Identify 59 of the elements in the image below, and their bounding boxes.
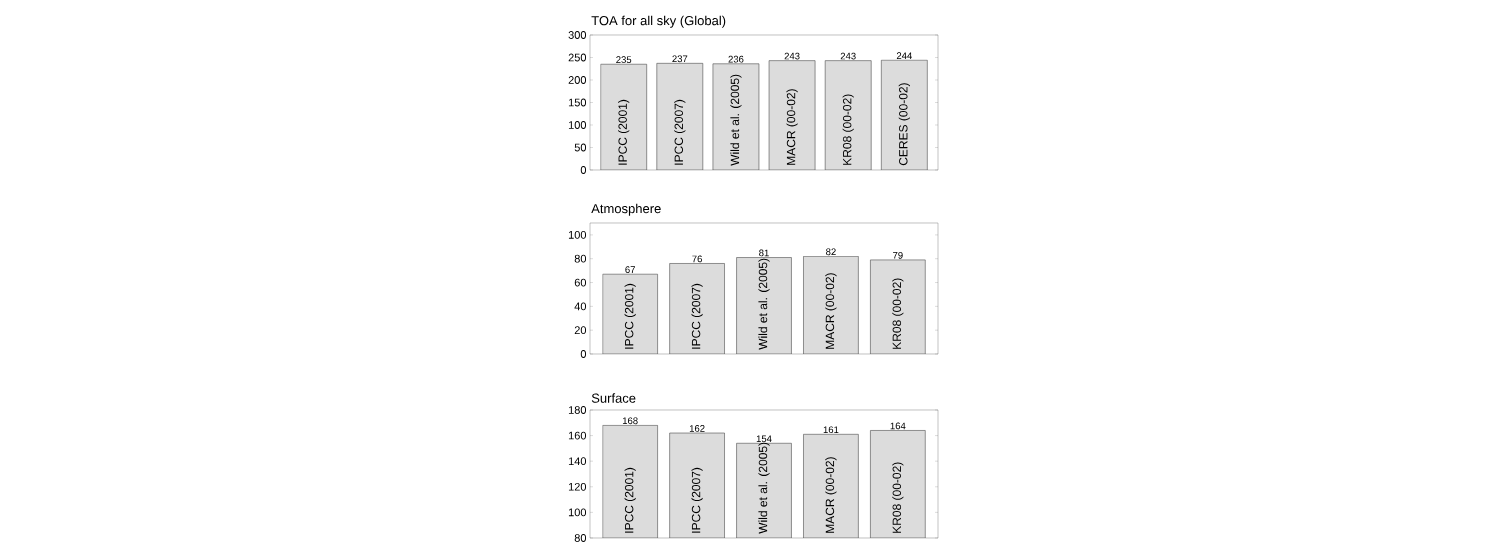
data-label: 244 <box>896 52 912 59</box>
x-tick-label: KR08 (00-02) <box>892 462 904 533</box>
y-tick-label: 100 <box>568 121 587 129</box>
y-tick-label: 80 <box>574 254 587 263</box>
y-tick-label: 120 <box>568 482 587 491</box>
x-tick-label: KR08 (00-02) <box>892 278 904 349</box>
y-tick-label: 50 <box>574 143 587 152</box>
data-label: 154 <box>756 435 772 443</box>
chart-title: TOA for all sky (Global) <box>591 15 726 28</box>
data-label: 162 <box>689 425 705 432</box>
x-tick-label: IPCC (2001) <box>618 99 630 165</box>
x-tick-label: MACR (00-02) <box>825 457 837 533</box>
x-tick-label: MACR (00-02) <box>825 273 837 349</box>
y-tick-label: 100 <box>568 231 587 239</box>
bar <box>736 257 792 354</box>
y-tick-label: 140 <box>568 457 587 466</box>
x-tick-label: IPCC (2007) <box>691 467 703 533</box>
data-label: 79 <box>893 251 903 259</box>
x-tick-label: IPCC (2007) <box>674 99 686 165</box>
x-tick-label: Wild et al. (2005) <box>758 442 770 534</box>
data-label: 235 <box>616 56 632 64</box>
bar <box>602 274 658 354</box>
bar <box>669 263 725 354</box>
data-label: 243 <box>784 52 800 60</box>
x-tick-label: Wild et al. (2005) <box>758 258 770 350</box>
data-label: 81 <box>759 249 769 257</box>
data-label: 237 <box>672 55 688 63</box>
y-tick-label: 100 <box>568 508 587 517</box>
y-tick-label: 60 <box>574 278 587 287</box>
y-tick-label: 0 <box>580 350 587 358</box>
data-label: 243 <box>840 52 856 60</box>
bar <box>803 256 859 354</box>
y-tick-label: 0 <box>580 166 587 174</box>
data-label: 67 <box>625 266 635 273</box>
bar <box>870 259 926 354</box>
data-label: 164 <box>890 422 906 430</box>
y-tick-label: 160 <box>568 431 587 440</box>
y-tick-label: 200 <box>568 76 587 84</box>
data-label: 161 <box>823 426 839 434</box>
y-tick-label: 40 <box>574 302 587 311</box>
y-tick-label: 300 <box>568 31 587 39</box>
x-tick-label: KR08 (00-02) <box>842 94 854 165</box>
data-label: 236 <box>728 55 744 63</box>
x-tick-label: CERES (00-02) <box>898 83 910 166</box>
x-tick-label: Wild et al. (2005) <box>730 74 742 166</box>
y-tick-label: 250 <box>568 53 587 62</box>
y-tick-label: 150 <box>568 98 587 107</box>
y-tick-label: 180 <box>568 406 587 414</box>
data-label: 76 <box>692 255 702 263</box>
x-tick-label: IPCC (2007) <box>691 283 703 349</box>
y-tick-label: 20 <box>574 326 587 335</box>
x-tick-label: IPCC (2001) <box>624 283 636 349</box>
data-label: 82 <box>826 248 836 256</box>
x-tick-label: MACR (00-02) <box>786 89 798 165</box>
chart-title: Surface <box>591 393 636 403</box>
chart-title: Atmosphere <box>591 203 661 216</box>
y-tick-label: 80 <box>574 534 587 542</box>
data-label: 168 <box>622 417 638 425</box>
x-tick-label: IPCC (2001) <box>624 467 636 533</box>
